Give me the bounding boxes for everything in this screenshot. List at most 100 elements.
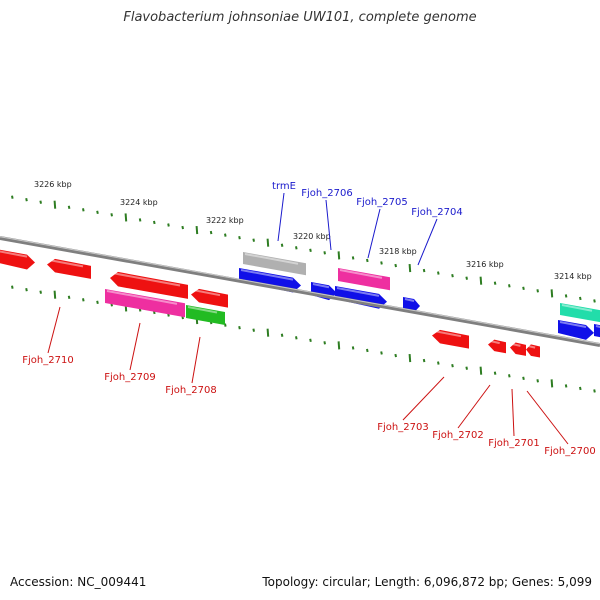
scale-tick (309, 248, 312, 253)
scale-tick (536, 379, 539, 383)
gene-arrow[interactable] (338, 268, 390, 291)
scale-tick (579, 296, 582, 301)
gene-label-group: Fjoh_2702 (432, 384, 491, 441)
scale-tick (522, 286, 525, 291)
scale-tick (138, 218, 142, 222)
scale-tick (337, 341, 341, 350)
gene-label: Fjoh_2704 (411, 207, 462, 218)
gene-label: Fjoh_2702 (432, 430, 483, 441)
scale-tick (238, 235, 241, 240)
scale-tick (380, 351, 383, 355)
scale-tick (110, 213, 113, 217)
scale-tick (11, 285, 14, 289)
scale-tick (39, 290, 42, 294)
gene-arrow[interactable] (594, 324, 600, 338)
gene-arrow[interactable] (432, 329, 469, 349)
gene-label-group: Fjoh_2709 (104, 322, 156, 383)
scale-tick (437, 361, 440, 365)
gene-arrow[interactable] (560, 303, 600, 323)
gene-arrow[interactable] (0, 248, 35, 270)
scale-label: 3214 kbp (554, 272, 592, 281)
gene-arrow[interactable] (105, 289, 185, 318)
scale-tick (493, 281, 497, 285)
gene-arrow[interactable] (191, 288, 228, 308)
gene-label-group: Fjoh_2706 (301, 188, 353, 251)
scale-tick (408, 263, 412, 273)
gene-arrow[interactable] (110, 271, 188, 299)
gene-label-group: trmE (272, 181, 296, 242)
scale-label: 3226 kbp (34, 180, 72, 189)
scale-tick (309, 338, 312, 343)
gene-label-group: Fjoh_2704 (411, 207, 463, 266)
gene-arrow[interactable] (510, 342, 526, 356)
gene-label-group: Fjoh_2705 (356, 197, 408, 259)
scale-tick (508, 284, 511, 288)
scale-tick (224, 323, 227, 327)
scale-tick (593, 389, 596, 393)
scale-label: 3222 kbp (206, 216, 244, 225)
gene-arrow[interactable] (488, 339, 506, 354)
gene-label: Fjoh_2703 (377, 422, 428, 433)
gene-arrow[interactable] (186, 305, 225, 325)
scale-label: 3220 kbp (293, 232, 331, 241)
scale-tick (564, 384, 568, 388)
scale-tick (323, 251, 326, 255)
gene-label: Fjoh_2705 (356, 197, 407, 208)
scale-tick (53, 200, 57, 209)
gene-label-group: Fjoh_2703 (377, 376, 445, 433)
gene-arrow[interactable] (239, 268, 301, 293)
scale-tick (96, 300, 99, 305)
scale-tick (53, 290, 57, 299)
scale-tick (479, 276, 483, 285)
gene-arrow[interactable] (526, 344, 540, 358)
gene-label: Fjoh_2706 (301, 188, 352, 199)
scale-tick (167, 223, 170, 227)
scale-tick (25, 287, 28, 292)
scale-tick (366, 258, 369, 263)
scale-tick (394, 263, 397, 268)
gene-label: Fjoh_2710 (22, 355, 73, 366)
scale-tick (82, 208, 85, 212)
scale-tick (67, 295, 71, 299)
gene-arrow[interactable] (243, 252, 306, 276)
scale-tick (593, 299, 596, 303)
scale-tick (366, 348, 369, 353)
labels: 3226 kbp 3224 kbp 3222 kbp 3220 kbp 3218 kbp… (22, 180, 595, 457)
scale-tick (408, 353, 412, 363)
gene-features (0, 248, 600, 358)
gene-arrow[interactable] (558, 320, 594, 340)
scale-tick (437, 271, 440, 275)
scale-tick (380, 261, 383, 265)
scale-tick (337, 251, 341, 260)
scale-tick (508, 374, 511, 378)
genome-backbone (0, 236, 600, 347)
scale-tick (67, 205, 71, 209)
scale-tick (209, 230, 213, 235)
scale-tick (536, 289, 539, 293)
scale-tick (11, 195, 14, 199)
gene-label-group: Fjoh_2700 (526, 390, 596, 457)
scale-tick (465, 276, 468, 280)
scale-tick (351, 256, 355, 260)
gene-label-group: Fjoh_2710 (22, 306, 74, 366)
scale-tick (252, 328, 255, 332)
scale-tick (422, 358, 426, 363)
scale-tick (266, 238, 270, 247)
scale-tick (96, 210, 99, 215)
scale-tick (522, 376, 525, 381)
scale-tick (280, 243, 284, 247)
scale-tick (451, 363, 454, 368)
scale-tick (564, 294, 568, 298)
scale-tick (266, 328, 270, 337)
gene-label-group: Fjoh_2708 (165, 336, 217, 396)
scale-tick (39, 200, 42, 204)
gene-arrow[interactable] (47, 258, 91, 279)
scale-tick (323, 341, 326, 345)
gene-label: Fjoh_2709 (104, 372, 155, 383)
genome-stats: Topology: circular; Length: 6,096,872 bp… (262, 575, 592, 589)
scale-tick (252, 238, 255, 242)
scale-ticks (11, 195, 596, 393)
scale-label: 3224 kbp (120, 198, 158, 207)
scale-tick (394, 353, 397, 358)
